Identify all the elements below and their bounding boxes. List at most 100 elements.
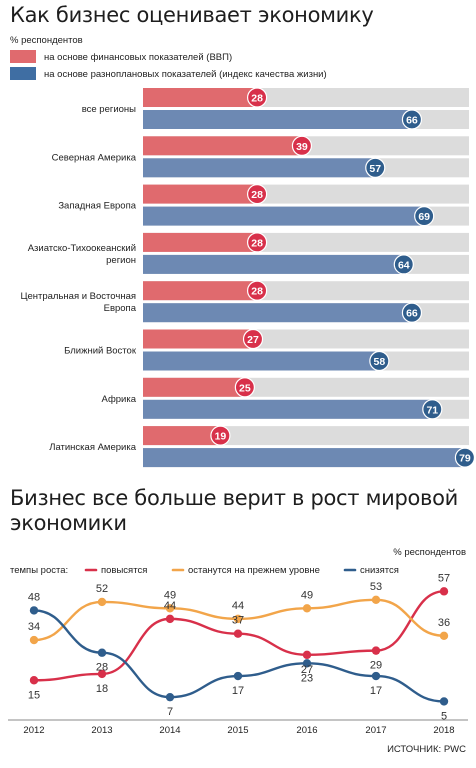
bar-value-label: 64 xyxy=(398,259,410,271)
bar-1 xyxy=(143,303,412,323)
bar-value-label: 28 xyxy=(251,93,263,105)
bar-value-dot xyxy=(291,135,313,156)
legend-title: темпы роста: xyxy=(10,565,68,576)
bar-value-label: 39 xyxy=(296,141,308,153)
point-value-label: 49 xyxy=(301,589,313,601)
bar-value-label: 66 xyxy=(406,115,418,127)
bar-value-label: 58 xyxy=(374,356,386,368)
legend-swatch-1 xyxy=(10,67,36,80)
unit-label: % респондентов xyxy=(393,547,466,558)
bar-value-dot xyxy=(247,232,268,253)
point-value-label: 5 xyxy=(441,710,447,722)
bar-0 xyxy=(143,329,254,349)
series-point-1 xyxy=(302,604,312,613)
point-value-label: 36 xyxy=(438,617,450,629)
bar-value-dot xyxy=(454,447,476,468)
point-value-label: 44 xyxy=(164,600,176,612)
x-tick-label: 2016 xyxy=(296,725,317,736)
bar-1 xyxy=(143,448,465,468)
source-label: ИСТОЧНИК: PWC xyxy=(387,744,466,755)
bar-0 xyxy=(143,377,245,397)
series-point-2 xyxy=(29,606,39,615)
bar-value-dot xyxy=(234,377,255,398)
legend-label-0: на основе финансовых показателей (ВВП) xyxy=(44,52,232,63)
series-point-1 xyxy=(439,631,449,640)
category-label: Европа xyxy=(104,303,137,314)
x-tick-label: 2013 xyxy=(91,725,112,736)
series-point-1 xyxy=(371,595,381,605)
bar-value-label: 28 xyxy=(251,286,263,298)
series-point-0 xyxy=(302,650,312,660)
series-point-2 xyxy=(97,648,107,657)
bar-value-dot xyxy=(365,157,386,178)
x-tick-label: 2017 xyxy=(365,725,386,736)
bar-value-label: 69 xyxy=(418,211,430,223)
series-point-2 xyxy=(371,671,381,681)
bar-value-dot xyxy=(369,350,390,372)
bar-value-dot xyxy=(247,87,268,108)
bar-value-dot xyxy=(242,328,264,350)
x-tick-label: 2015 xyxy=(227,725,248,736)
x-tick-label: 2014 xyxy=(159,725,180,736)
bar-value-dot xyxy=(401,109,423,130)
series-point-0 xyxy=(29,676,39,685)
series-point-1 xyxy=(165,604,175,613)
bar-0 xyxy=(143,88,258,107)
bar-chart: % респондентов на основе финансовых показ… xyxy=(10,35,476,468)
chart1-title: Как бизнес оценивает экономику xyxy=(10,3,374,27)
bar-value-dot xyxy=(422,399,443,420)
point-value-label: 28 xyxy=(96,662,108,674)
bar-value-label: 57 xyxy=(369,163,381,175)
point-value-label: 17 xyxy=(370,685,382,697)
legend-label-1: на основе разноплановых показателей (инд… xyxy=(44,69,327,80)
bar-value-dot xyxy=(210,425,231,446)
category-label: Северная Америка xyxy=(52,152,137,163)
bar-1 xyxy=(143,254,404,274)
series-point-1 xyxy=(233,614,243,624)
bar-value-label: 19 xyxy=(215,431,227,443)
legend-swatch-0 xyxy=(10,50,36,63)
bar-value-dot xyxy=(414,206,435,227)
category-label: Латинская Америка xyxy=(49,442,137,453)
series-point-2 xyxy=(302,659,312,668)
legend-series-2: снизятся xyxy=(360,565,399,576)
category-label: Центральная и Восточная xyxy=(20,291,136,302)
bar-value-dot xyxy=(247,184,268,205)
bar-value-label: 25 xyxy=(239,382,251,394)
point-value-label: 57 xyxy=(438,572,450,584)
series-point-0 xyxy=(97,669,107,679)
bar-value-label: 71 xyxy=(426,404,438,416)
x-tick-label: 2018 xyxy=(433,725,454,736)
point-value-label: 27 xyxy=(301,664,313,676)
bar-value-label: 66 xyxy=(406,308,418,320)
bar-1 xyxy=(143,351,380,371)
bar-value-dot xyxy=(247,280,268,301)
point-value-label: 37 xyxy=(232,615,244,627)
bar-value-dot xyxy=(401,302,423,323)
series-point-0 xyxy=(165,614,175,624)
chart2-title: Бизнес все больше верит в рост мировой э… xyxy=(10,486,459,535)
chart1-subtitle: % респондентов xyxy=(10,35,83,46)
category-label: регион xyxy=(106,255,136,266)
bar-value-label: 27 xyxy=(247,334,259,346)
point-value-label: 34 xyxy=(28,621,40,633)
category-label: Ближний Восток xyxy=(64,346,137,357)
bar-value-label: 28 xyxy=(251,237,263,249)
category-label: Азиатско-Тихоокеанский xyxy=(28,243,136,254)
bar-0 xyxy=(143,281,258,301)
x-tick-label: 2012 xyxy=(23,725,44,736)
bar-1 xyxy=(143,158,376,178)
series-point-1 xyxy=(97,597,107,607)
bar-0 xyxy=(143,184,258,204)
bar-1 xyxy=(143,110,412,129)
category-label: Западная Европа xyxy=(58,201,136,212)
series-point-2 xyxy=(165,692,175,702)
series-point-0 xyxy=(371,646,381,655)
point-value-label: 23 xyxy=(301,672,313,684)
category-label: все регионы xyxy=(82,104,136,115)
point-value-label: 15 xyxy=(28,689,40,701)
bar-value-label: 28 xyxy=(251,189,263,201)
series-point-2 xyxy=(233,671,243,681)
point-value-label: 53 xyxy=(370,581,382,593)
